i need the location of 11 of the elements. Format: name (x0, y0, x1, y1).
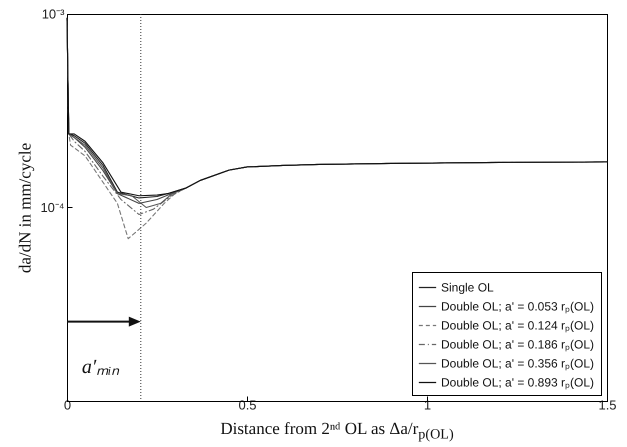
legend-label: Single OL (441, 280, 494, 294)
x-axis-title: Distance from 2ⁿᵈ OL as Δa/r$_{p(OL)}$ (219, 419, 455, 444)
y-axis-title: da/dN in mm/cycle (15, 142, 34, 274)
y-tick-label: 10⁻³ (42, 6, 66, 22)
legend-label: Double OL; a' = 0.356 rₚ(OL) (441, 356, 594, 370)
legend-label: Double OL; a' = 0.186 rₚ(OL) (441, 338, 594, 352)
legend-label: Double OL; a' = 0.053 rₚ(OL) (441, 300, 594, 314)
legend-label: Double OL; a' = 0.893 rₚ(OL) (441, 376, 594, 390)
y-tick-label: 10⁻⁴ (40, 200, 64, 215)
legend-label: Double OL; a' = 0.124 rₚ(OL) (441, 318, 594, 332)
annotation: a′ₘᵢₙ (82, 354, 120, 379)
